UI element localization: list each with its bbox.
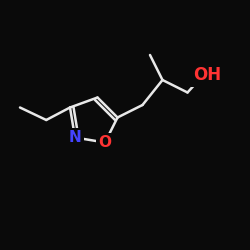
Text: N: N [68,130,82,145]
Text: O: O [98,135,112,150]
Text: OH: OH [194,66,222,84]
